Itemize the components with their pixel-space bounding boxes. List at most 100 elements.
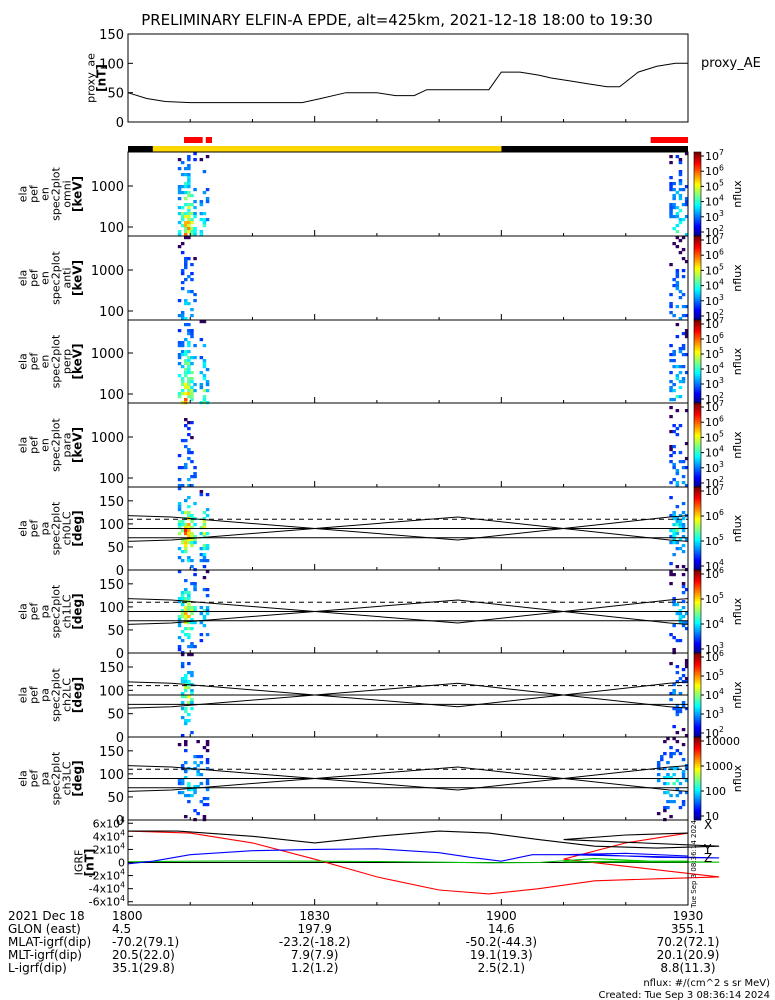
colorbar-tick-label: 107 (705, 483, 724, 498)
svg-text:en: en (39, 187, 52, 201)
anti-loss-cone-line (127, 598, 689, 624)
pa-ytick-label: 0 (116, 647, 124, 662)
loss-cone-line (127, 766, 689, 792)
colorbar-tick-label: 104 (705, 558, 724, 573)
colorbar-tick-label: 105 (705, 429, 724, 444)
svg-text:anti: anti (61, 267, 74, 288)
svg-text:[deg]: [deg] (71, 677, 85, 713)
time-axis-value: 19.1(19.3) (470, 948, 533, 962)
colorbar-tick-label: 104 (705, 361, 724, 376)
colorbar: 104 105 106 107 nflux (693, 483, 744, 573)
igrf-ytick-label: 2x104 (93, 841, 126, 856)
svg-text:IGRF: IGRF (73, 850, 86, 876)
colorbar-tick-label: 102 (705, 475, 724, 490)
colorbar-tick-label: 105 (705, 178, 724, 193)
colorbar-tick-label: 1000 (705, 760, 733, 773)
colorbar-zlabel: nflux (731, 597, 744, 625)
loss-cone-line (127, 516, 689, 542)
svg-text:en: en (39, 355, 52, 369)
ae-ytick-label: 150 (99, 28, 124, 43)
colorbar-tick-label: 105 (705, 668, 724, 683)
colorbar-tick-label: 105 (705, 262, 724, 277)
colorbar-tick-label: 100 (705, 785, 726, 798)
colorbar-tick-label: 104 (705, 278, 724, 293)
footer: nflux: #/(cm^2 s sr MeV) Created: Tue Se… (599, 978, 771, 1000)
pa-ytick-label: 100 (99, 518, 124, 533)
pa-ytick-label: 150 (99, 745, 124, 760)
ae-legend: proxy_AE (701, 56, 761, 71)
pa-ytick-label: 50 (107, 624, 124, 639)
pa-ytick-label: 50 (107, 541, 124, 556)
created-stamp: Created: Tue Sep 3 08:36:14 2024 (599, 990, 771, 1000)
colorbar: 102 103 104 105 106 nflux (693, 649, 744, 740)
pa-ytick-label: 150 (99, 578, 124, 593)
anti-loss-cone-line (127, 765, 689, 791)
colorbar-tick-label: 106 (705, 566, 724, 581)
colorbar-tick-label: 107 (705, 232, 724, 247)
svg-text:ch1LC: ch1LC (61, 594, 74, 628)
colorbar-zlabel: nflux (731, 264, 744, 292)
svg-text:ela: ela (17, 520, 30, 537)
spectrogram-panel-5: 0 50 100 150 104 105 106 107 nflux elapefpaspec2p… (17, 483, 745, 579)
time-axis-row-label: 2021 Dec 18 (8, 909, 85, 923)
svg-text:[keV]: [keV] (71, 260, 85, 296)
svg-text:pef: pef (28, 268, 41, 287)
energy-ytick-label: 1000 (91, 180, 124, 195)
time-axis-value: 1830 (299, 909, 330, 923)
svg-text:ch0LC: ch0LC (61, 511, 74, 545)
loss-cone-line (127, 599, 689, 625)
svg-text:pef: pef (28, 435, 41, 454)
pa-ytick-label: 0 (116, 731, 124, 746)
svg-text:spec2plot: spec2plot (50, 251, 63, 305)
time-axis-value: -23.2(-18.2) (279, 935, 350, 949)
figure-title: PRELIMINARY ELFIN-A EPDE, alt=425km, 202… (141, 11, 653, 29)
spectrogram-frame (127, 235, 689, 321)
svg-text:spec2plot: spec2plot (50, 668, 63, 722)
svg-text:pa: pa (39, 772, 52, 786)
ae-ytick-label: 100 (99, 57, 124, 72)
colorbar-tick-label: 107 (705, 148, 724, 163)
panel-stack: 050100150proxy_AEproxy_ae[nT]10010001021… (17, 28, 761, 909)
spectrogram-panel-6: 0 50 100 150 103 104 105 106 nflux elapefpaspec2p… (17, 566, 745, 662)
time-axis-value: 8.8(11.3) (660, 961, 715, 975)
colorbar-tick-label: 105 (705, 346, 724, 361)
science-bar (650, 137, 688, 143)
colorbar-tick-label: 102 (705, 725, 724, 740)
svg-text:proxy_ae: proxy_ae (85, 53, 98, 103)
svg-text:ela: ela (17, 687, 30, 704)
time-axis-value: 14.6 (488, 922, 515, 936)
colorbar-tick-label: 103 (705, 209, 724, 224)
svg-text:ch2LC: ch2LC (61, 678, 74, 712)
colorbar-zlabel: nflux (731, 514, 744, 542)
time-axis-value: 70.2(72.1) (657, 935, 720, 949)
igrf-legend-x: X (704, 818, 712, 832)
igrf-ytick-label: -4x104 (89, 881, 125, 896)
time-axis-row-label: GLON (east) (8, 922, 81, 936)
side-time-stamp: Tue Sep 3 08:36:14 2024 (690, 820, 698, 909)
colorbar-zlabel: nflux (731, 347, 744, 375)
science-bar (205, 137, 212, 143)
igrf-ylabel: IGRF[nT] (73, 849, 97, 877)
colorbar-tick-label: 104 (705, 616, 724, 631)
ae-line (127, 62, 688, 104)
igrf-line-total (128, 830, 720, 849)
svg-text:pef: pef (28, 352, 41, 371)
pa-ytick-label: 50 (107, 791, 124, 806)
svg-text:perp: perp (61, 349, 74, 374)
colorbar-tick-label: 107 (705, 316, 724, 331)
colorbar-tick-label: 103 (705, 376, 724, 391)
time-axis-value: 20.5(22.0) (112, 948, 175, 962)
spectrogram-frame (127, 402, 689, 488)
spectrogram-frame (127, 319, 689, 404)
svg-text:[deg]: [deg] (71, 593, 85, 629)
svg-text:ela: ela (17, 770, 30, 787)
